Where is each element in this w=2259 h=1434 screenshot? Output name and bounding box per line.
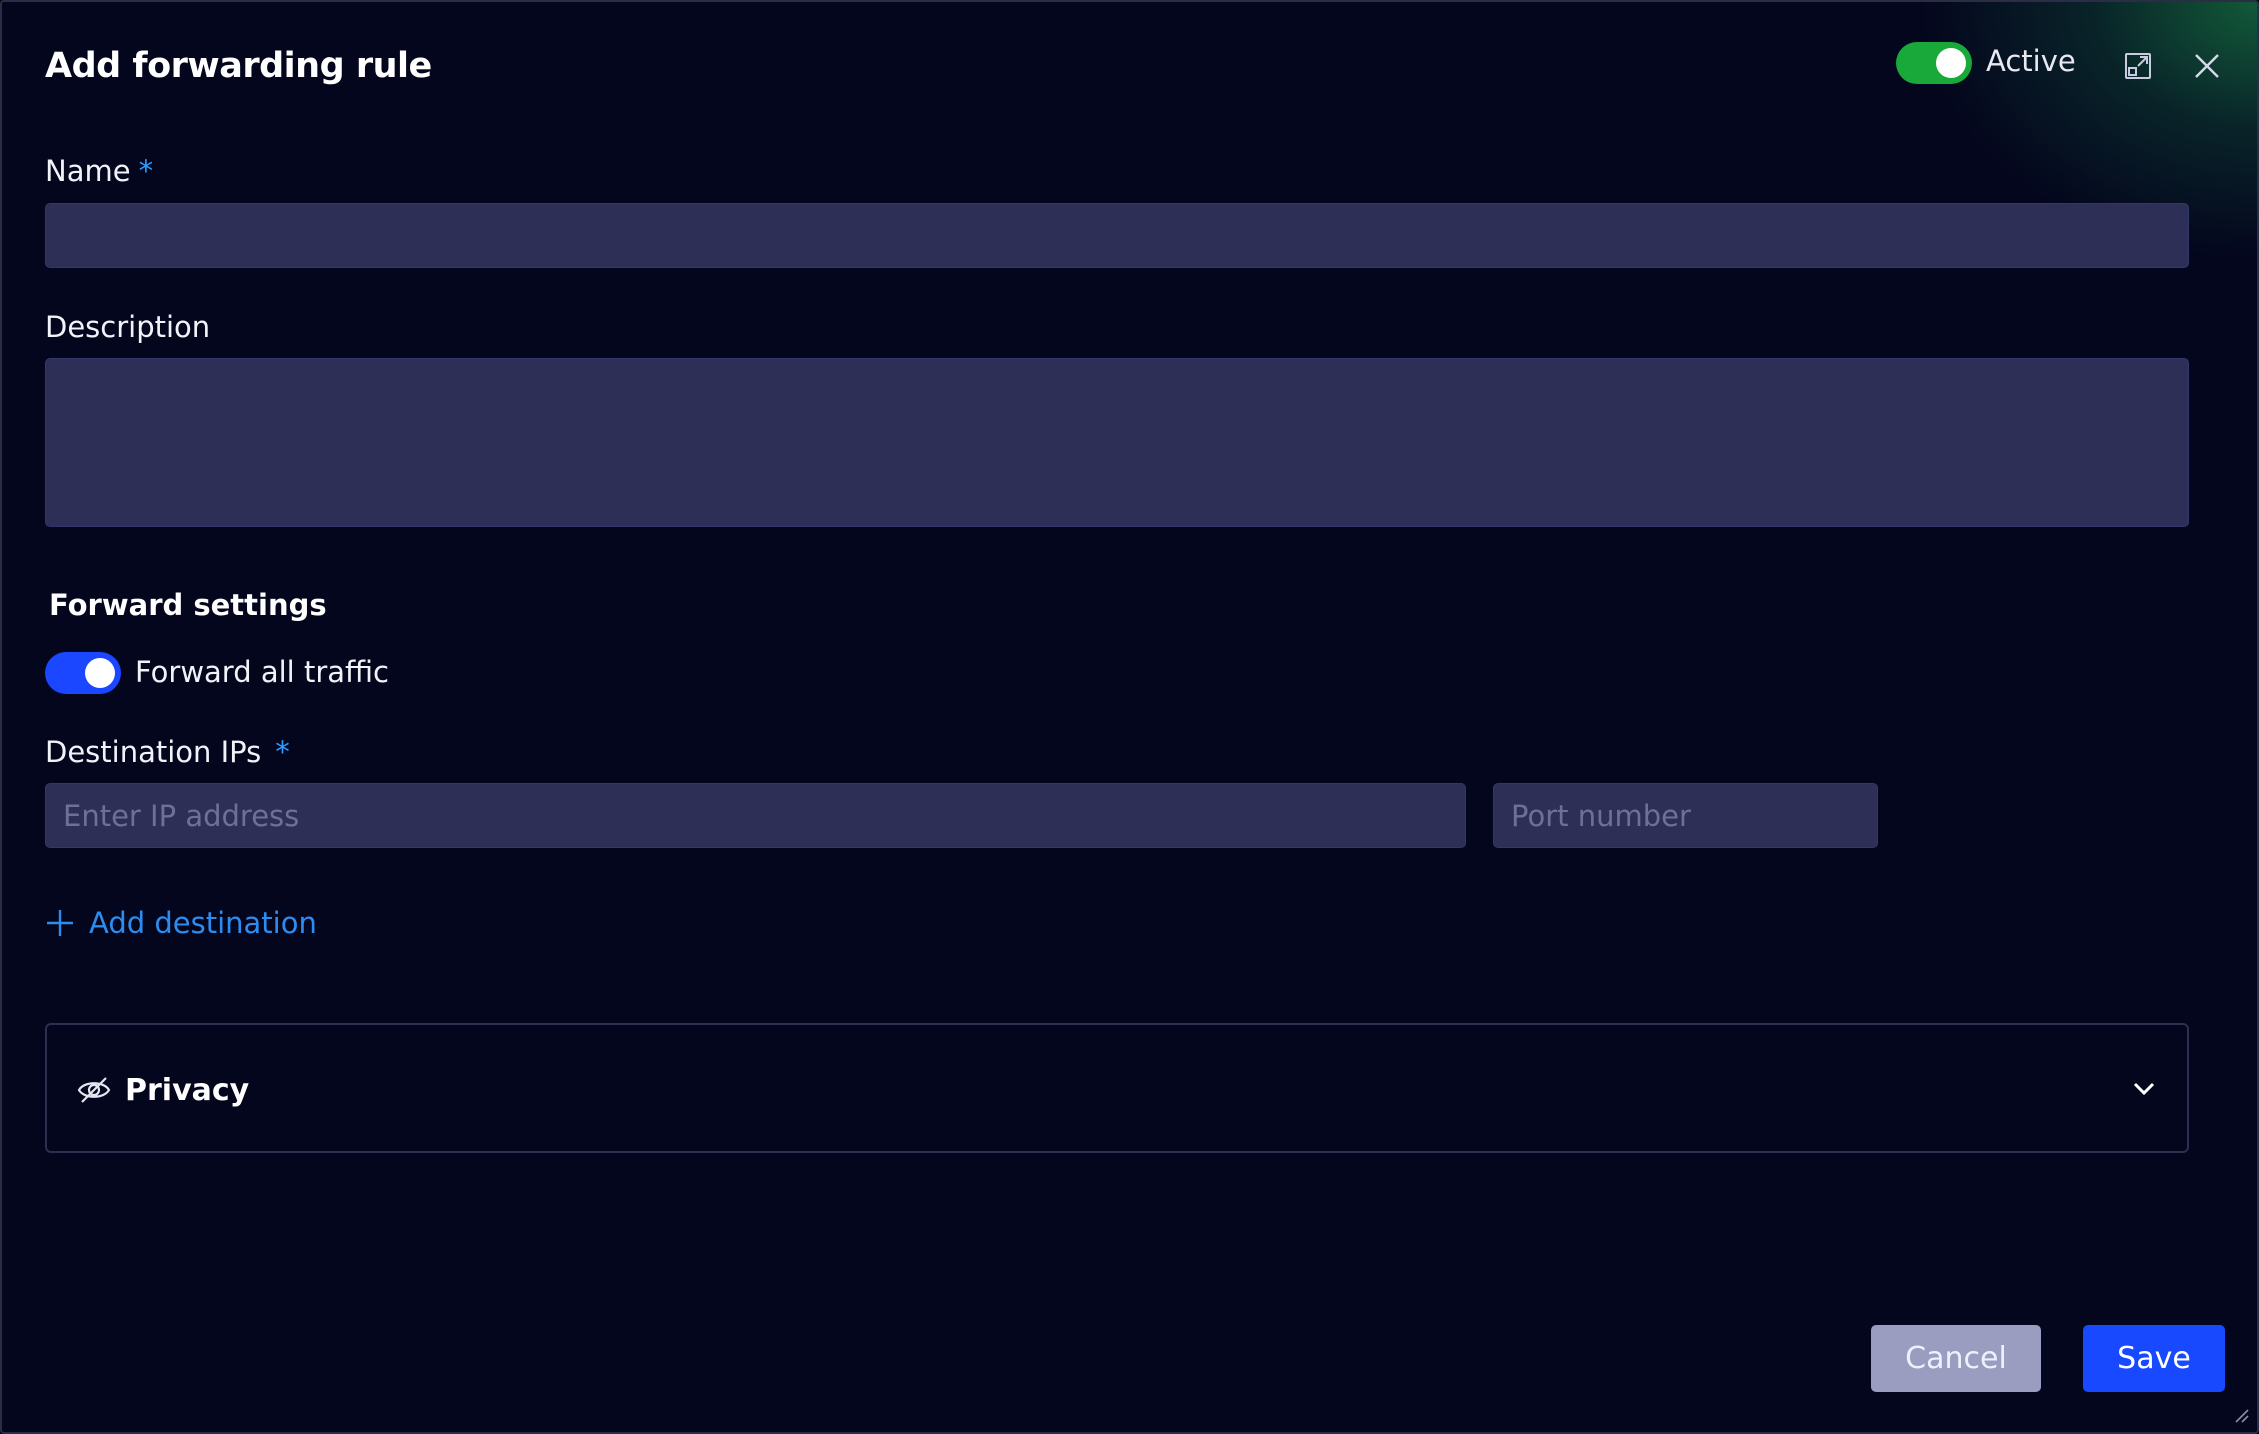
- eye-off-icon: [77, 1077, 111, 1103]
- forward-all-traffic-label: Forward all traffic: [135, 655, 389, 689]
- cancel-button[interactable]: Cancel: [1871, 1325, 2041, 1392]
- plus-icon: [45, 908, 75, 938]
- forward-toggle-knob: [85, 658, 115, 688]
- save-button[interactable]: Save: [2083, 1325, 2225, 1392]
- close-button[interactable]: [2187, 46, 2227, 86]
- description-textarea[interactable]: [45, 358, 2189, 527]
- destination-required-mark: *: [275, 735, 290, 769]
- expand-button[interactable]: [2118, 46, 2158, 86]
- add-destination-label: Add destination: [89, 906, 317, 940]
- chevron-down-icon: [2133, 1082, 2155, 1096]
- privacy-label: Privacy: [125, 1073, 250, 1108]
- ip-address-input[interactable]: [45, 783, 1466, 848]
- expand-icon: [2125, 53, 2151, 79]
- name-required-mark: *: [138, 154, 154, 188]
- name-label-text: Name: [45, 154, 131, 188]
- dialog-title: Add forwarding rule: [45, 46, 432, 86]
- add-destination-button[interactable]: Add destination: [45, 906, 317, 940]
- resize-grip-icon[interactable]: [2232, 1406, 2250, 1424]
- description-label: Description: [45, 310, 211, 344]
- active-toggle-knob: [1936, 48, 1966, 78]
- active-label: Active: [1986, 44, 2076, 78]
- forward-all-traffic-toggle[interactable]: [45, 652, 121, 694]
- port-number-input[interactable]: [1493, 783, 1878, 848]
- forward-settings-title: Forward settings: [49, 588, 327, 622]
- name-label: Name *: [45, 154, 153, 188]
- active-toggle[interactable]: [1896, 42, 1972, 84]
- privacy-accordion[interactable]: Privacy: [45, 1023, 2189, 1153]
- close-icon: [2195, 54, 2219, 78]
- destination-label-text: Destination IPs: [45, 735, 262, 769]
- destination-ips-label: Destination IPs *: [45, 735, 290, 769]
- name-input[interactable]: [45, 203, 2189, 268]
